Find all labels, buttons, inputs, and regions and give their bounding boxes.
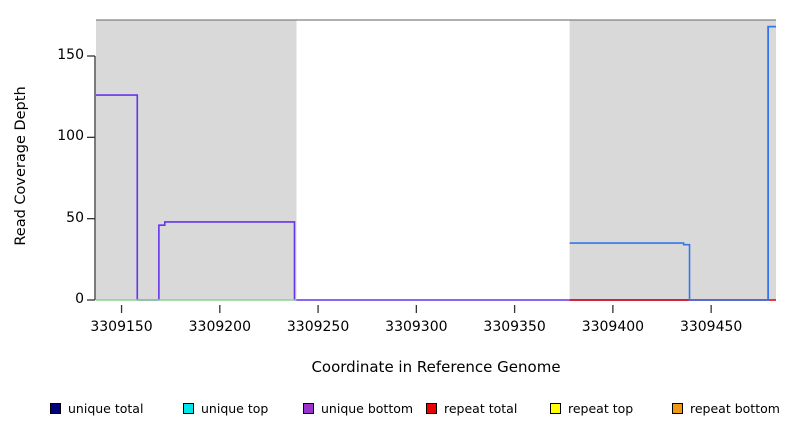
x-tick-label-3309300: 3309300 [385,319,448,335]
legend-item-repeat-bottom: repeat bottom [672,398,780,418]
x-axis-title: Coordinate in Reference Genome [311,358,561,376]
legend-swatch-icon [672,402,683,414]
legend-label: unique total [68,400,144,416]
legend-swatch-icon [50,402,61,414]
legend-label: unique top [201,400,269,416]
shaded-region-1 [569,20,776,300]
x-tick-label-3309150: 3309150 [90,319,153,335]
legend-label: repeat bottom [690,400,780,416]
y-tick-label-50: 50 [66,209,84,226]
chart-legend: unique total unique top unique bottom repea… [0,398,792,422]
series-unique-top-right-block- [569,25,776,301]
legend-label: unique bottom [321,400,414,416]
x-tick-label-3309450: 3309450 [679,319,743,335]
legend-swatch-icon [550,402,561,414]
x-tick-label-3309200: 3309200 [188,319,251,335]
legend-item-unique-total: unique total [50,398,143,418]
legend-item-unique-top: unique top [183,398,268,418]
x-tick-label-3309350: 3309350 [483,319,546,335]
legend-label: repeat total [444,400,518,416]
legend-swatch-icon [303,402,314,414]
legend-label: repeat top [568,400,634,416]
y-tick-label-0: 0 [75,291,84,307]
legend-item-repeat-top: repeat top [550,398,633,418]
x-tick-label-3309400: 3309400 [581,319,645,335]
shaded-region-0 [96,20,297,300]
y-tick-label-100: 100 [57,128,84,145]
y-tick-label-150: 150 [57,47,84,63]
legend-swatch-icon [183,402,194,414]
legend-item-unique-bottom: unique bottom [303,398,413,418]
x-tick-label-3309250: 3309250 [286,319,350,335]
legend-item-repeat-total: repeat total [426,398,517,418]
legend-swatch-icon [426,402,437,414]
